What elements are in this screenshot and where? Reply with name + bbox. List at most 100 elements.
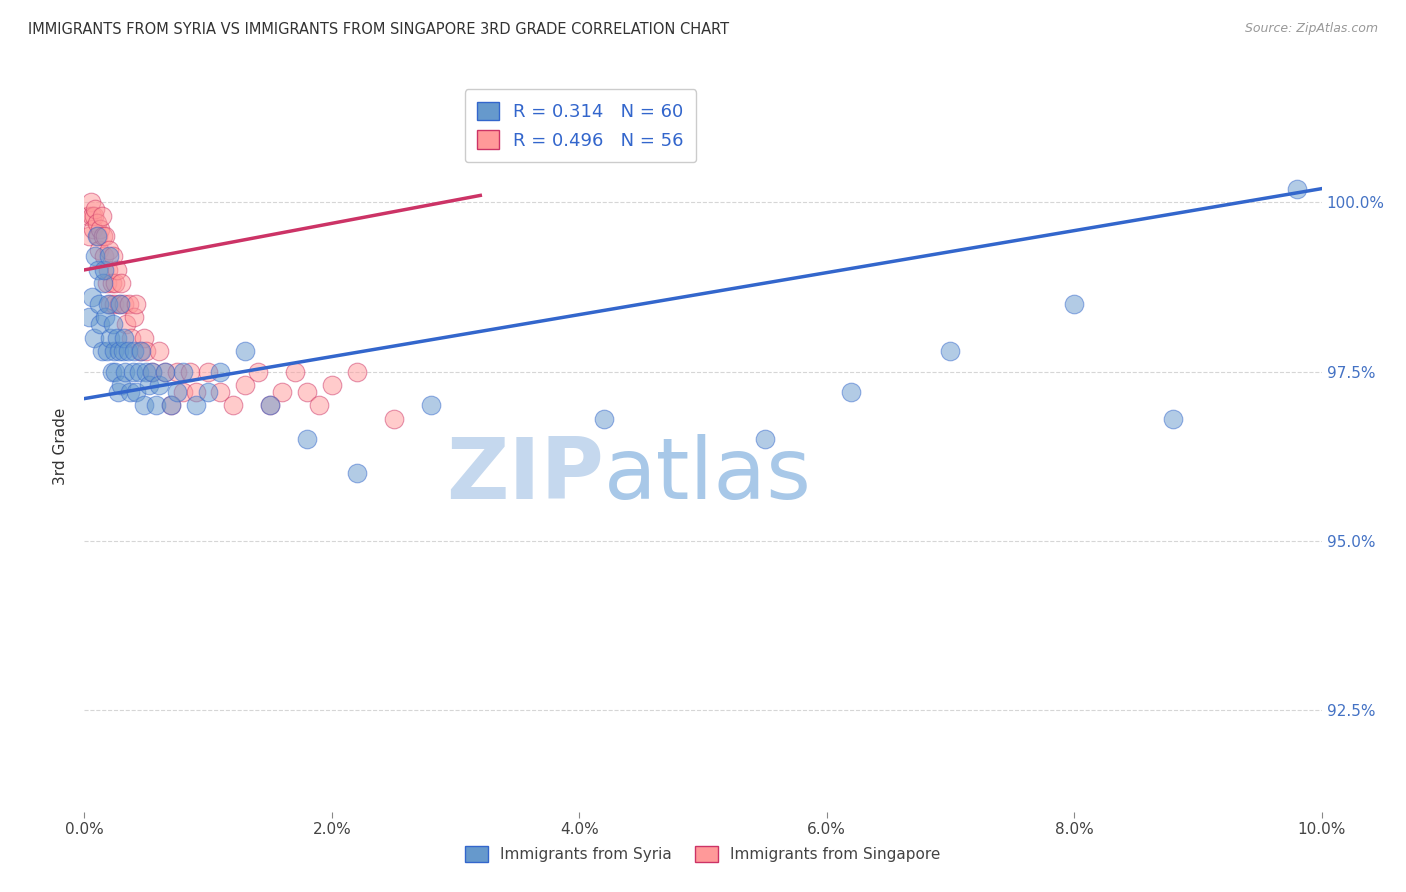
Point xyxy=(112,331,135,345)
Point xyxy=(419,398,441,412)
Point xyxy=(160,398,183,412)
Point xyxy=(121,364,143,378)
Point xyxy=(132,398,155,412)
Point xyxy=(295,432,318,446)
Point xyxy=(209,384,232,399)
Point xyxy=(128,364,150,378)
Point xyxy=(246,364,269,378)
Point xyxy=(179,364,201,378)
Point xyxy=(87,229,110,244)
Point xyxy=(153,364,176,378)
Text: IMMIGRANTS FROM SYRIA VS IMMIGRANTS FROM SINGAPORE 3RD GRADE CORRELATION CHART: IMMIGRANTS FROM SYRIA VS IMMIGRANTS FROM… xyxy=(28,22,730,37)
Point xyxy=(108,344,131,359)
Point xyxy=(86,215,108,229)
Point xyxy=(101,317,124,331)
Point xyxy=(259,398,281,412)
Point xyxy=(209,364,232,378)
Point xyxy=(93,263,115,277)
Point xyxy=(79,229,101,244)
Point xyxy=(93,249,115,263)
Point xyxy=(166,384,188,399)
Point xyxy=(83,209,105,223)
Point xyxy=(97,263,120,277)
Point xyxy=(87,263,110,277)
Point xyxy=(79,310,101,325)
Point xyxy=(122,310,145,325)
Point xyxy=(103,297,125,311)
Y-axis label: 3rd Grade: 3rd Grade xyxy=(53,408,69,484)
Point xyxy=(184,398,207,412)
Point xyxy=(233,378,256,392)
Point xyxy=(141,364,163,378)
Point xyxy=(89,297,111,311)
Point xyxy=(132,331,155,345)
Point xyxy=(148,344,170,359)
Text: atlas: atlas xyxy=(605,434,813,516)
Point xyxy=(148,378,170,392)
Point xyxy=(346,364,368,378)
Legend: Immigrants from Syria, Immigrants from Singapore: Immigrants from Syria, Immigrants from S… xyxy=(458,838,948,870)
Point xyxy=(110,297,132,311)
Point xyxy=(259,398,281,412)
Point xyxy=(84,202,107,216)
Point xyxy=(754,432,776,446)
Point xyxy=(110,277,132,291)
Point xyxy=(90,209,112,223)
Point xyxy=(80,209,103,223)
Point xyxy=(118,297,141,311)
Point xyxy=(184,384,207,399)
Point xyxy=(197,364,219,378)
Point xyxy=(90,344,112,359)
Point xyxy=(120,384,142,399)
Point xyxy=(593,412,616,426)
Point xyxy=(1063,297,1085,311)
Point xyxy=(77,209,100,223)
Point xyxy=(125,297,148,311)
Point xyxy=(89,243,111,257)
Point xyxy=(97,297,120,311)
Point xyxy=(83,331,105,345)
Point xyxy=(295,384,318,399)
Point xyxy=(111,344,134,359)
Point xyxy=(100,364,122,378)
Point xyxy=(91,229,114,244)
Point xyxy=(135,364,157,378)
Point xyxy=(86,229,108,244)
Point xyxy=(1161,412,1184,426)
Point xyxy=(104,364,127,378)
Point xyxy=(939,344,962,359)
Point xyxy=(160,398,183,412)
Point xyxy=(96,277,118,291)
Text: Source: ZipAtlas.com: Source: ZipAtlas.com xyxy=(1244,22,1378,36)
Point xyxy=(166,364,188,378)
Point xyxy=(94,310,117,325)
Point xyxy=(129,344,152,359)
Point xyxy=(104,277,127,291)
Point xyxy=(79,195,101,210)
Point xyxy=(105,331,128,345)
Point xyxy=(308,398,330,412)
Point xyxy=(222,398,245,412)
Point xyxy=(96,344,118,359)
Point xyxy=(1285,181,1308,195)
Point xyxy=(346,466,368,480)
Point xyxy=(138,378,160,392)
Point xyxy=(84,249,107,263)
Point xyxy=(122,344,145,359)
Point xyxy=(89,222,111,236)
Point xyxy=(105,263,128,277)
Point xyxy=(80,290,103,304)
Point xyxy=(112,297,135,311)
Point xyxy=(135,344,157,359)
Text: ZIP: ZIP xyxy=(446,434,605,516)
Point xyxy=(98,249,121,263)
Point xyxy=(172,364,194,378)
Point xyxy=(129,344,152,359)
Point xyxy=(145,398,167,412)
Point xyxy=(271,384,294,399)
Point xyxy=(172,384,194,399)
Point xyxy=(114,364,136,378)
Point xyxy=(98,297,121,311)
Point xyxy=(82,222,104,236)
Point xyxy=(125,384,148,399)
